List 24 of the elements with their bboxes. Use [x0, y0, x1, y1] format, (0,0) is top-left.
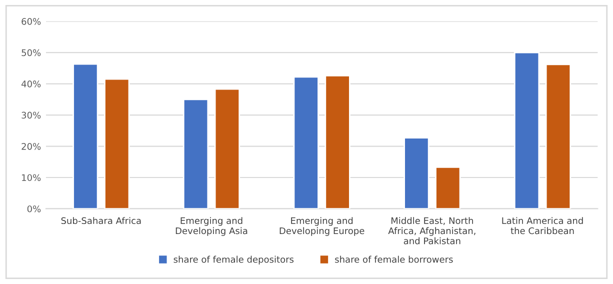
y-tick-label: 30%	[22, 112, 41, 119]
bar	[514, 52, 540, 209]
y-tick-label: 10%	[22, 174, 41, 182]
y-tick-label: 0%	[27, 205, 41, 212]
bar	[104, 78, 130, 209]
x-tick-label: Emerging and Developing Europe	[280, 217, 364, 236]
x-tick-label: Emerging and Developing Asia	[176, 217, 248, 236]
y-tick-label: 20%	[22, 142, 41, 150]
bar	[435, 166, 461, 209]
bar	[293, 76, 319, 209]
legend-label: share of female depositors	[174, 256, 294, 265]
y-tick-label: 40%	[21, 80, 41, 88]
bar	[214, 88, 240, 209]
bar	[545, 64, 572, 209]
x-tick-label: Latin America and the Caribbean	[502, 217, 583, 234]
x-tick-label: Sub-Sahara Africa	[61, 217, 141, 224]
y-tick-label: 60%	[22, 18, 41, 25]
legend-label: share of female borrowers	[335, 256, 453, 263]
x-tick-label: Middle East, North Africa, Afghanistan, and Pakistan	[388, 217, 476, 244]
bar	[72, 63, 98, 209]
bar	[404, 137, 430, 209]
y-tick-label: 50%	[22, 49, 41, 56]
bar	[182, 98, 209, 209]
bar	[324, 74, 350, 209]
